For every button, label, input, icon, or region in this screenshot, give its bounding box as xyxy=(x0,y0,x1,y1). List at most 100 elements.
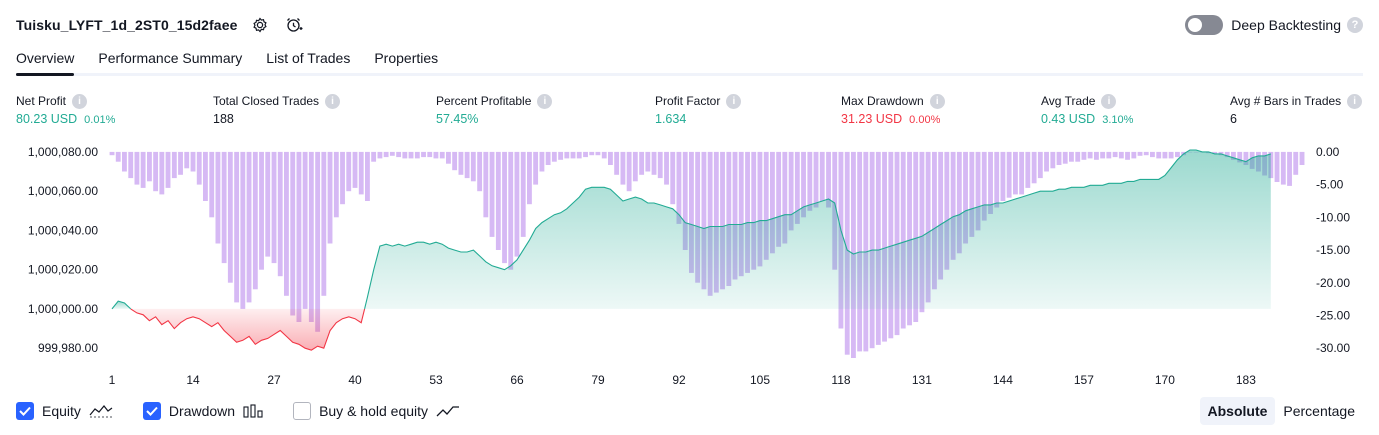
legend-equity[interactable]: Equity xyxy=(16,402,113,420)
drawdown-bar xyxy=(875,151,881,345)
info-icon[interactable]: i xyxy=(325,93,341,109)
question-icon[interactable]: ? xyxy=(1347,17,1363,33)
drawdown-bar xyxy=(626,151,632,192)
info-icon[interactable]: i xyxy=(1101,93,1117,109)
x-tick: 118 xyxy=(831,373,850,387)
drawdown-bar xyxy=(508,151,514,270)
drawdown-bar xyxy=(539,151,545,172)
legend-buy-hold-equity[interactable]: Buy & hold equity xyxy=(293,402,460,420)
drawdown-bar xyxy=(882,151,887,342)
display-mode-switch: Absolute Percentage xyxy=(1199,397,1364,425)
drawdown-bar xyxy=(1087,151,1093,159)
drawdown-bar xyxy=(1006,151,1012,198)
toggle-knob xyxy=(1188,18,1203,32)
drawdown-bar xyxy=(153,151,159,192)
drawdown-bar xyxy=(801,151,806,218)
drawdown-bar xyxy=(358,151,364,195)
drawdown-bar xyxy=(122,151,127,172)
equity-negative-area xyxy=(130,308,365,351)
info-icon[interactable]: i xyxy=(537,93,553,109)
tab-properties[interactable]: Properties xyxy=(374,50,439,66)
drawdown-bar xyxy=(203,151,208,201)
drawdown-bar xyxy=(938,151,944,280)
equity-drawdown-chart[interactable]: 1,000,080.00 1,000,060.00 1,000,040.00 1,00… xyxy=(0,140,1379,390)
drawdown-bar xyxy=(745,151,750,273)
drawdown-bar xyxy=(495,151,501,250)
drawdown-bar xyxy=(1106,151,1112,159)
legend-drawdown[interactable]: Drawdown xyxy=(142,402,263,420)
drawdown-bar xyxy=(1112,151,1118,158)
drawdown-bar xyxy=(464,151,470,179)
drawdown-bar xyxy=(296,151,302,322)
equity-area xyxy=(111,149,1271,351)
drawdown-bar xyxy=(545,151,551,165)
x-tick: 131 xyxy=(912,373,932,387)
drawdown-bar xyxy=(433,151,439,159)
drawdown-bar xyxy=(333,151,339,218)
drawdown-bar xyxy=(377,151,383,159)
drawdown-bar xyxy=(1062,151,1068,164)
drawdown-bar xyxy=(956,151,962,254)
drawdown-bar xyxy=(365,151,370,201)
tab-list-of-trades[interactable]: List of Trades xyxy=(266,50,351,66)
drawdown-bar xyxy=(701,151,707,290)
report-header: Tuisku_LYFT_1d_2ST0_15d2faee xyxy=(16,12,305,38)
left-axis-labels: 1,000,080.00 1,000,060.00 1,000,040.00 1,00… xyxy=(28,145,98,355)
drawdown-bar xyxy=(1056,151,1062,165)
drawdown-bar xyxy=(265,151,271,257)
equity-line-icon xyxy=(89,404,113,418)
info-icon[interactable]: i xyxy=(929,93,945,109)
drawdown-bar xyxy=(284,151,289,296)
drawdown-bar xyxy=(645,151,651,172)
drawdown-bar xyxy=(1125,151,1130,160)
drawdown-bar xyxy=(352,151,358,188)
metric-value: 1.634 xyxy=(655,112,687,126)
metric-value: 80.23 USD xyxy=(16,112,78,126)
drawdown-bar xyxy=(988,151,993,214)
checkbox-checked-icon[interactable] xyxy=(16,402,34,420)
drawdown-bar xyxy=(1037,151,1043,179)
drawdown-bar xyxy=(1137,151,1143,156)
drawdown-bar xyxy=(888,151,894,339)
drawdown-bar xyxy=(389,151,395,156)
drawdown-bar xyxy=(209,151,215,218)
drawdown-bar xyxy=(234,151,240,303)
alarm-add-icon[interactable] xyxy=(283,14,305,36)
drawdown-bar xyxy=(402,151,408,159)
deep-backtesting-toggle[interactable] xyxy=(1185,15,1224,35)
drawdown-bar xyxy=(632,151,638,182)
drawdown-bar xyxy=(1150,151,1155,158)
drawdown-bar xyxy=(738,151,744,277)
drawdown-bar xyxy=(776,151,782,247)
checkbox-checked-icon[interactable] xyxy=(142,402,161,420)
drawdown-bar xyxy=(1237,151,1243,163)
metric-avg-bars-in-trades: Avg # Bars in Trades i 6 xyxy=(1230,93,1363,126)
info-icon[interactable]: i xyxy=(726,93,742,109)
tab-overview[interactable]: Overview xyxy=(16,44,75,76)
mode-percentage-button[interactable]: Percentage xyxy=(1283,403,1355,419)
metric-label: Percent Profitable xyxy=(436,94,532,108)
tab-performance-summary[interactable]: Performance Summary xyxy=(98,50,243,66)
drawdown-bar xyxy=(446,151,451,164)
legend-label: Buy & hold equity xyxy=(319,403,429,419)
drawdown-bar xyxy=(1050,151,1056,169)
drawdown-bar xyxy=(676,151,682,224)
checkbox-unchecked-icon[interactable] xyxy=(293,402,312,420)
metric-label: Avg # Bars in Trades xyxy=(1230,94,1342,108)
drawdown-bar xyxy=(1224,151,1230,158)
metric-net-profit: Net Profit i 80.23 USD 0.01% xyxy=(16,93,115,126)
info-icon[interactable]: i xyxy=(1347,93,1363,109)
drawdown-bar xyxy=(1175,151,1180,158)
drawdown-bar xyxy=(551,151,557,162)
drawdown-bar xyxy=(489,151,495,237)
gear-icon[interactable] xyxy=(249,14,271,36)
metric-value: 0.43 USD xyxy=(1041,112,1096,126)
drawdown-bar xyxy=(383,151,389,158)
chart-legend: Equity Drawdown Buy & hold equity xyxy=(16,401,490,421)
drawdown-bar xyxy=(757,151,763,267)
drawdown-bar xyxy=(576,151,582,159)
drawdown-bar xyxy=(1118,151,1124,159)
mode-absolute-button[interactable]: Absolute xyxy=(1199,397,1276,425)
drawdown-bar xyxy=(458,151,464,175)
info-icon[interactable]: i xyxy=(72,93,88,109)
